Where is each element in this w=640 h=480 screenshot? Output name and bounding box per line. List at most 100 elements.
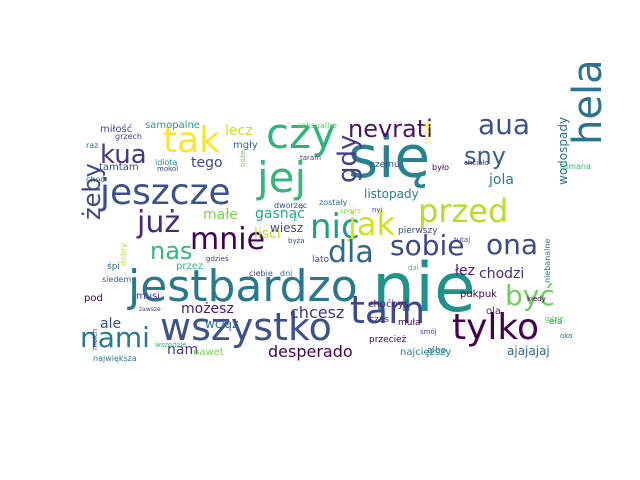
word-jak: jak [348,205,396,243]
word-mgly: mgły [233,140,258,151]
word-musi: musi [136,291,161,302]
word-pierwszy: pierwszy [398,226,438,236]
word-nyi: nyi [372,206,383,214]
word-milosc: miłość [100,124,133,135]
word-wciaz: wciąż [205,317,239,331]
word-sobie: sobie [390,229,465,262]
word-idiota: idiotą [155,158,178,167]
word-ela: ela [549,317,563,327]
word-sie: się [348,123,431,191]
word-desperado: desperado [268,342,353,361]
word-spojrz: spójrz [340,207,361,215]
word-siedem: siedem [102,275,132,284]
word-bylo: było [432,163,449,172]
word-mnie: mnie [190,222,266,257]
word-niebanalne: niebanalne [543,238,552,283]
word-przez: przez [176,261,204,272]
word-chodzi: chodzi [479,266,525,282]
word-dai: dai [408,264,419,272]
word-spi: śpi [107,262,120,272]
word-mokoi: mokoi [157,165,179,173]
word-najciezszy: najcięższy [400,347,452,358]
word-mozesz: możesz [181,301,234,317]
word-nic: nic [310,207,360,247]
word-lato: lato [312,255,330,265]
word-nawet: nawet [193,347,224,358]
word-tak: tak [163,120,221,161]
word-male: małe [203,207,238,223]
word-listopady: listopady [364,187,419,201]
word-dworzec: dworzec [274,201,308,210]
word-smoj: smój [420,328,437,336]
word-tego: tego [191,155,223,171]
word-choc: choć [86,175,105,184]
word-juz: już [137,205,181,240]
word-kua: kua [100,140,147,170]
word-nevrati: nevrati [348,115,433,143]
word-jeszcze: jeszcze [100,172,231,213]
word-hela: hela [565,59,611,145]
word-seksualne: seksualne [297,121,338,130]
word-gdzies: gdzieś [206,255,229,263]
word-moich: moich [91,328,99,350]
word-chcialo: chciało [464,159,489,167]
word-byc: być [505,279,555,312]
word-nie: nie [372,249,476,328]
word-pod: pod [84,293,103,304]
word-dla: dla [328,235,374,270]
word-czy: czy [266,109,336,158]
word-zostaly: zostały [319,198,348,207]
word-aua: aua [478,108,531,141]
word-kiedy: kiedy [527,295,546,303]
word-tylko: tylko [452,307,540,348]
word-wszedzie: wszędzie [155,341,187,349]
word-oko: oko [560,332,573,340]
word-raz: raz [86,141,99,150]
word-jej: jej [257,153,307,202]
word-samopalne: samopalne [145,120,200,131]
word-chcesz: chcesz [290,303,345,322]
word-tamtam: tamtam [99,162,139,173]
word-nam: nam [167,342,199,358]
word-nami: nami [80,321,150,354]
word-wszystko: wszystko [160,305,332,349]
word-dobry: dobry [119,242,128,266]
word-pukpuk: pukpuk [460,289,497,300]
word-grzech: grzech [115,132,142,141]
word-lez: łez [455,263,475,279]
word-taraab: taraąb [423,121,431,144]
word-jestbardzo: jestbardzo [128,261,358,312]
word-boze: boże [239,150,247,167]
word-tam: tam [350,288,426,332]
word-dni: dni [280,269,293,278]
word-przed: przed [418,192,509,230]
word-czas: czas [369,315,389,325]
word-tumana: tumana [560,162,591,171]
word-lecz: lecz [225,123,253,139]
word-wodospady: wodospady [556,116,570,185]
word-chocbys: choćbyś [368,299,409,310]
word-mula: muła [398,318,421,328]
word-lisci: lisci [254,226,281,242]
word-taram: taram [300,154,322,162]
word-ciebie: ciebie [249,269,273,278]
word-najwieksza: największa [93,354,137,363]
word-albo: albo [427,346,447,356]
word-ola: ola [486,306,502,317]
word-nas: nas [150,237,193,265]
word-ajajajaj: ajajajaj [507,344,550,358]
word-sny: sny [464,142,506,170]
word-jola: jola [489,172,514,188]
word-tutaj: tutaj [454,236,471,244]
word-ale: ale [100,316,122,332]
word-czemu: czemu [370,160,400,170]
word-przeciez: przecież [369,335,407,345]
word-zawsze: zawsze [139,306,161,313]
word-ona: ona [486,228,539,261]
word-gasnac: gasnąć [255,206,305,222]
word-gdzie: gdzie [545,315,564,323]
word-byza: byża [288,237,305,245]
word-wiesz: wiesz [270,221,304,235]
